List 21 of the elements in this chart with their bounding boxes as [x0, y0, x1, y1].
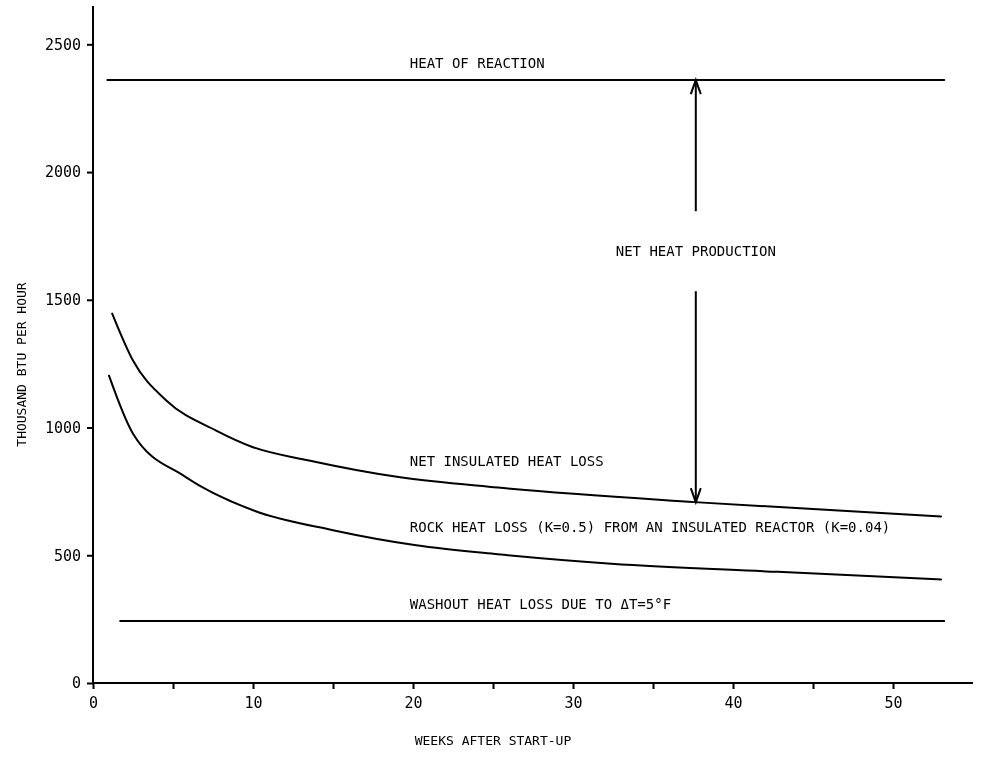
- y-tick-label: 2000: [44, 163, 81, 182]
- y-tick-label: 0: [71, 674, 81, 693]
- series-label: NET INSULATED HEAT LOSS: [409, 453, 604, 470]
- y-tick-label: 500: [53, 546, 81, 565]
- series-label: WASHOUT HEAT LOSS DUE TO ΔT=5°F: [409, 595, 672, 612]
- line-series: [111, 312, 942, 518]
- x-tick-label: 50: [884, 693, 903, 712]
- x-tick-label: 0: [88, 693, 99, 712]
- y-tick-label: 2500: [44, 35, 81, 54]
- y-tick-label: 1500: [44, 291, 81, 310]
- series-label: HEAT OF REACTION: [409, 55, 545, 72]
- x-tick-label: 30: [564, 693, 583, 712]
- x-axis-title: WEEKS AFTER START-UP: [414, 733, 572, 748]
- y-tick-label: 1000: [44, 418, 81, 437]
- y-axis-title: THOUSAND BTU PER HOUR: [14, 282, 29, 447]
- annotation: NET HEAT PRODUCTION: [615, 243, 776, 260]
- x-tick-label: 10: [244, 693, 263, 712]
- x-tick-label: 20: [404, 693, 423, 712]
- series-label: ROCK HEAT LOSS (K=0.5) FROM AN INSULATED REACTOR (K=0.04): [409, 519, 891, 536]
- line-series: [108, 374, 942, 581]
- x-tick-label: 40: [724, 693, 743, 712]
